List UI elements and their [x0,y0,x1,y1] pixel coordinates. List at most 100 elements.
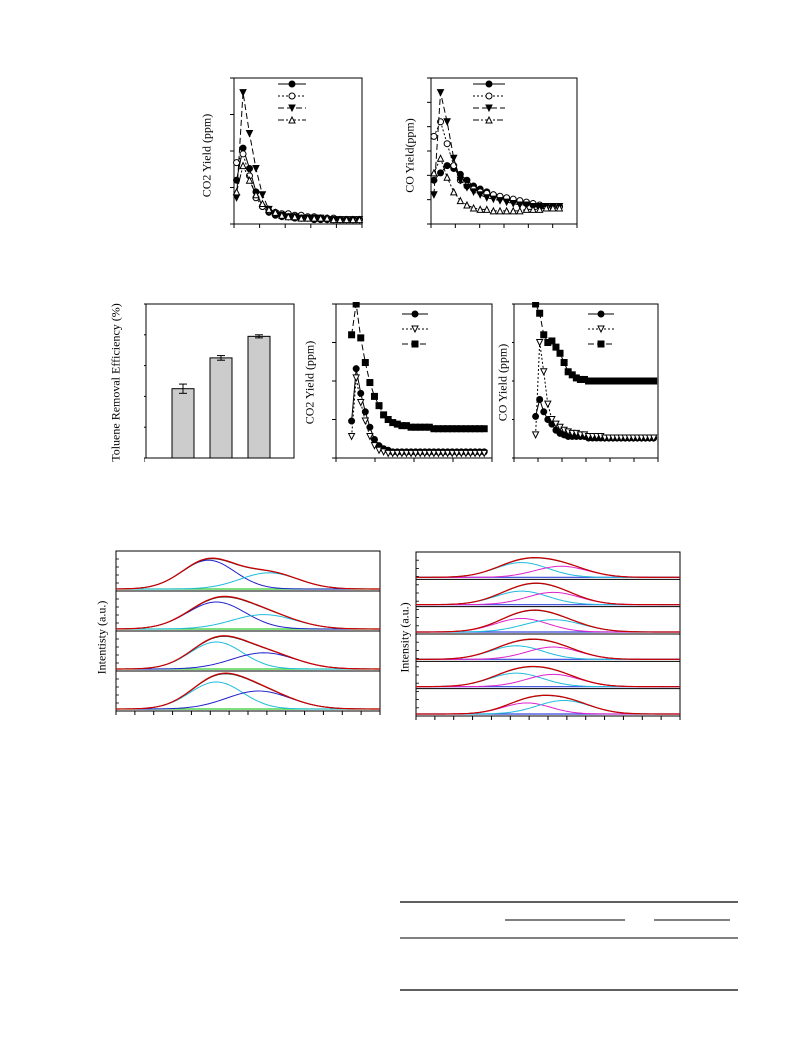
data-point [469,188,478,196]
data-point [516,201,524,210]
data-point [430,449,438,458]
data-point [271,208,280,216]
fit-component [115,681,380,710]
data-point [450,162,458,170]
data-point [278,211,286,219]
data-point [430,168,438,177]
data-point [384,449,392,458]
data-point [245,176,254,184]
co-yield-ylabel-2: CO Yield (ppm) [495,343,510,422]
data-point [457,449,466,458]
cumulative-fit [415,582,681,606]
cumulative-fit [115,635,381,670]
data-point [443,140,451,148]
data-point [361,417,370,426]
data-point [463,176,471,184]
co2-yield-chart-1 [230,77,364,228]
data-point [348,331,356,339]
measured-spectrum [415,695,681,715]
data-point [366,423,374,431]
cumulative-fit [415,556,681,578]
fit-component [415,619,681,633]
data-point [456,196,465,205]
data-point [560,359,568,367]
data-point [430,176,438,184]
data-point [411,310,419,318]
co2-yield-ylabel-1: CO2 Yield (ppm) [199,113,214,198]
data-point [516,206,524,215]
data-point [542,203,551,212]
data-point [482,205,491,213]
data-point [352,374,360,383]
data-point [407,449,415,458]
data-point [370,392,378,400]
data-point [402,449,411,458]
data-point [348,417,356,425]
data-point [329,215,338,224]
data-point [380,411,388,419]
data-point [485,104,493,113]
data-point [532,412,540,420]
data-point [297,214,306,222]
data-point [436,154,445,162]
bar [209,357,233,459]
fit-component [415,672,680,688]
data-point [650,377,658,385]
data-point [536,309,544,317]
data-point [366,432,374,441]
fit-component [115,572,381,590]
data-point [252,190,260,199]
measured-spectrum [415,610,681,633]
data-point [531,431,540,440]
data-point [552,343,560,351]
cumulative-fit [115,557,381,590]
measured-spectrum [415,666,681,688]
series-line [351,303,485,430]
data-point [535,339,544,347]
data-point [239,89,247,97]
data-point [239,150,247,158]
data-point [361,359,369,367]
data-point [411,340,419,348]
data-point [535,205,544,213]
fit-component [415,565,681,578]
data-point [284,212,293,221]
data-point [349,215,357,224]
data-point [430,132,438,140]
data-point [342,215,351,224]
data-point [288,104,296,113]
data-point [540,331,548,339]
data-point [452,449,461,458]
data-point [336,215,344,224]
bar [171,388,195,459]
data-point [522,205,531,213]
fit-component [115,690,381,710]
data-point [555,203,564,212]
data-point [496,206,504,215]
fit-component [415,617,680,633]
data-point [347,432,356,441]
fit-component [415,591,681,606]
data-point [509,206,518,215]
data-point [489,195,498,204]
data-point [352,302,360,308]
data-point [370,442,379,450]
intensity-deconvolution-chart-1 [115,550,381,715]
measured-spectrum [415,583,681,606]
data-point [443,118,451,126]
data-point [310,214,318,222]
data-point [436,89,445,97]
data-point [288,92,296,100]
co-yield-chart-2 [512,302,659,462]
data-point [416,449,424,458]
data-point [288,80,296,88]
data-point [443,449,452,458]
data-point [536,395,544,403]
fit-component [415,562,681,578]
data-point [544,400,552,409]
data-point [548,337,556,345]
data-point [265,205,273,213]
co2-yield-chart-2 [332,302,493,462]
data-point [475,449,484,458]
co-yield-chart-1 [427,77,578,228]
